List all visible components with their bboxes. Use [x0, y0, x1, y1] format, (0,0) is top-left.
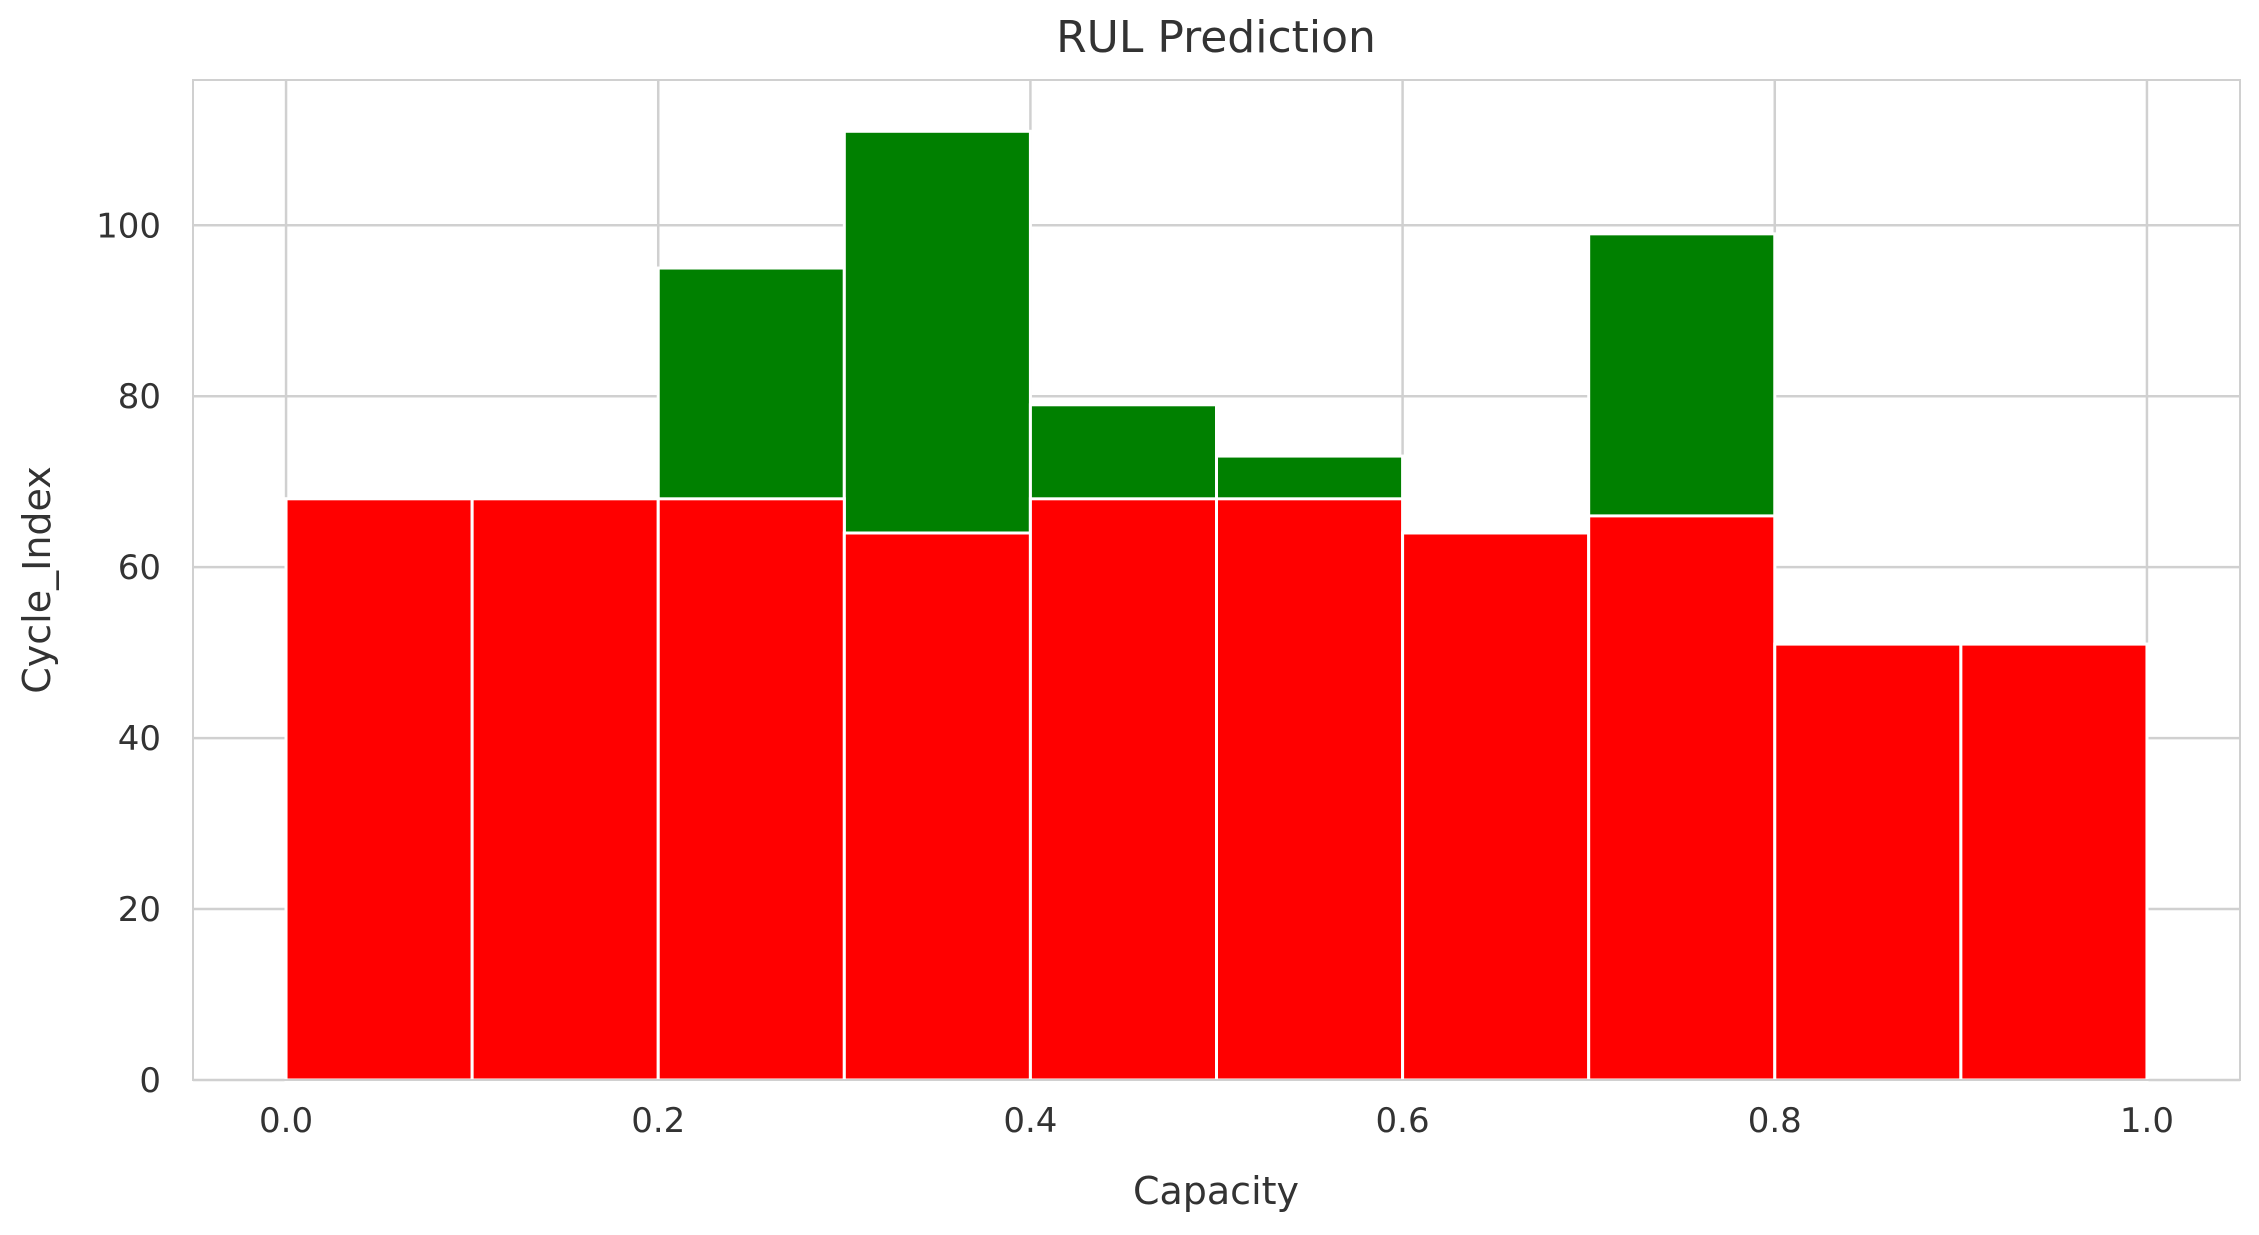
x-tick-label: 0.2 [631, 1101, 685, 1141]
x-tick-label: 0.4 [1003, 1101, 1057, 1141]
histogram-bar [1401, 531, 1591, 1082]
y-tick-label: 60 [118, 548, 161, 588]
histogram-bar [1773, 642, 1963, 1082]
tick-label-layer: 0.0 0.2 0.4 0.6 0.8 1.0 0 20 40 60 80 100 [96, 206, 2174, 1141]
y-axis-label: Cycle_Index [15, 466, 59, 693]
histogram-bar [1215, 497, 1405, 1082]
histogram-bar [1959, 642, 2149, 1082]
histogram-bar [842, 531, 1032, 1082]
y-tick-label: 20 [118, 890, 161, 930]
x-tick-label: 1.0 [2120, 1101, 2174, 1141]
x-tick-label: 0.8 [1748, 1101, 1802, 1141]
y-tick-label: 40 [118, 719, 161, 759]
axes-frame [192, 79, 2241, 1081]
histogram-bar [656, 497, 846, 1082]
x-tick-label: 0.6 [1376, 1101, 1430, 1141]
histogram-bar [284, 497, 474, 1082]
histogram-bar [470, 497, 660, 1082]
bar-layer [284, 129, 2149, 1082]
y-tick-label: 0 [139, 1061, 161, 1101]
histogram-bar [1587, 514, 1777, 1082]
y-tick-label: 80 [118, 377, 161, 417]
x-tick-label: 0.0 [259, 1101, 313, 1141]
histogram-bar [1028, 497, 1218, 1082]
y-tick-label: 100 [96, 206, 161, 246]
x-axis-label: Capacity [1133, 1169, 1299, 1213]
chart-title: RUL Prediction [1056, 12, 1376, 63]
